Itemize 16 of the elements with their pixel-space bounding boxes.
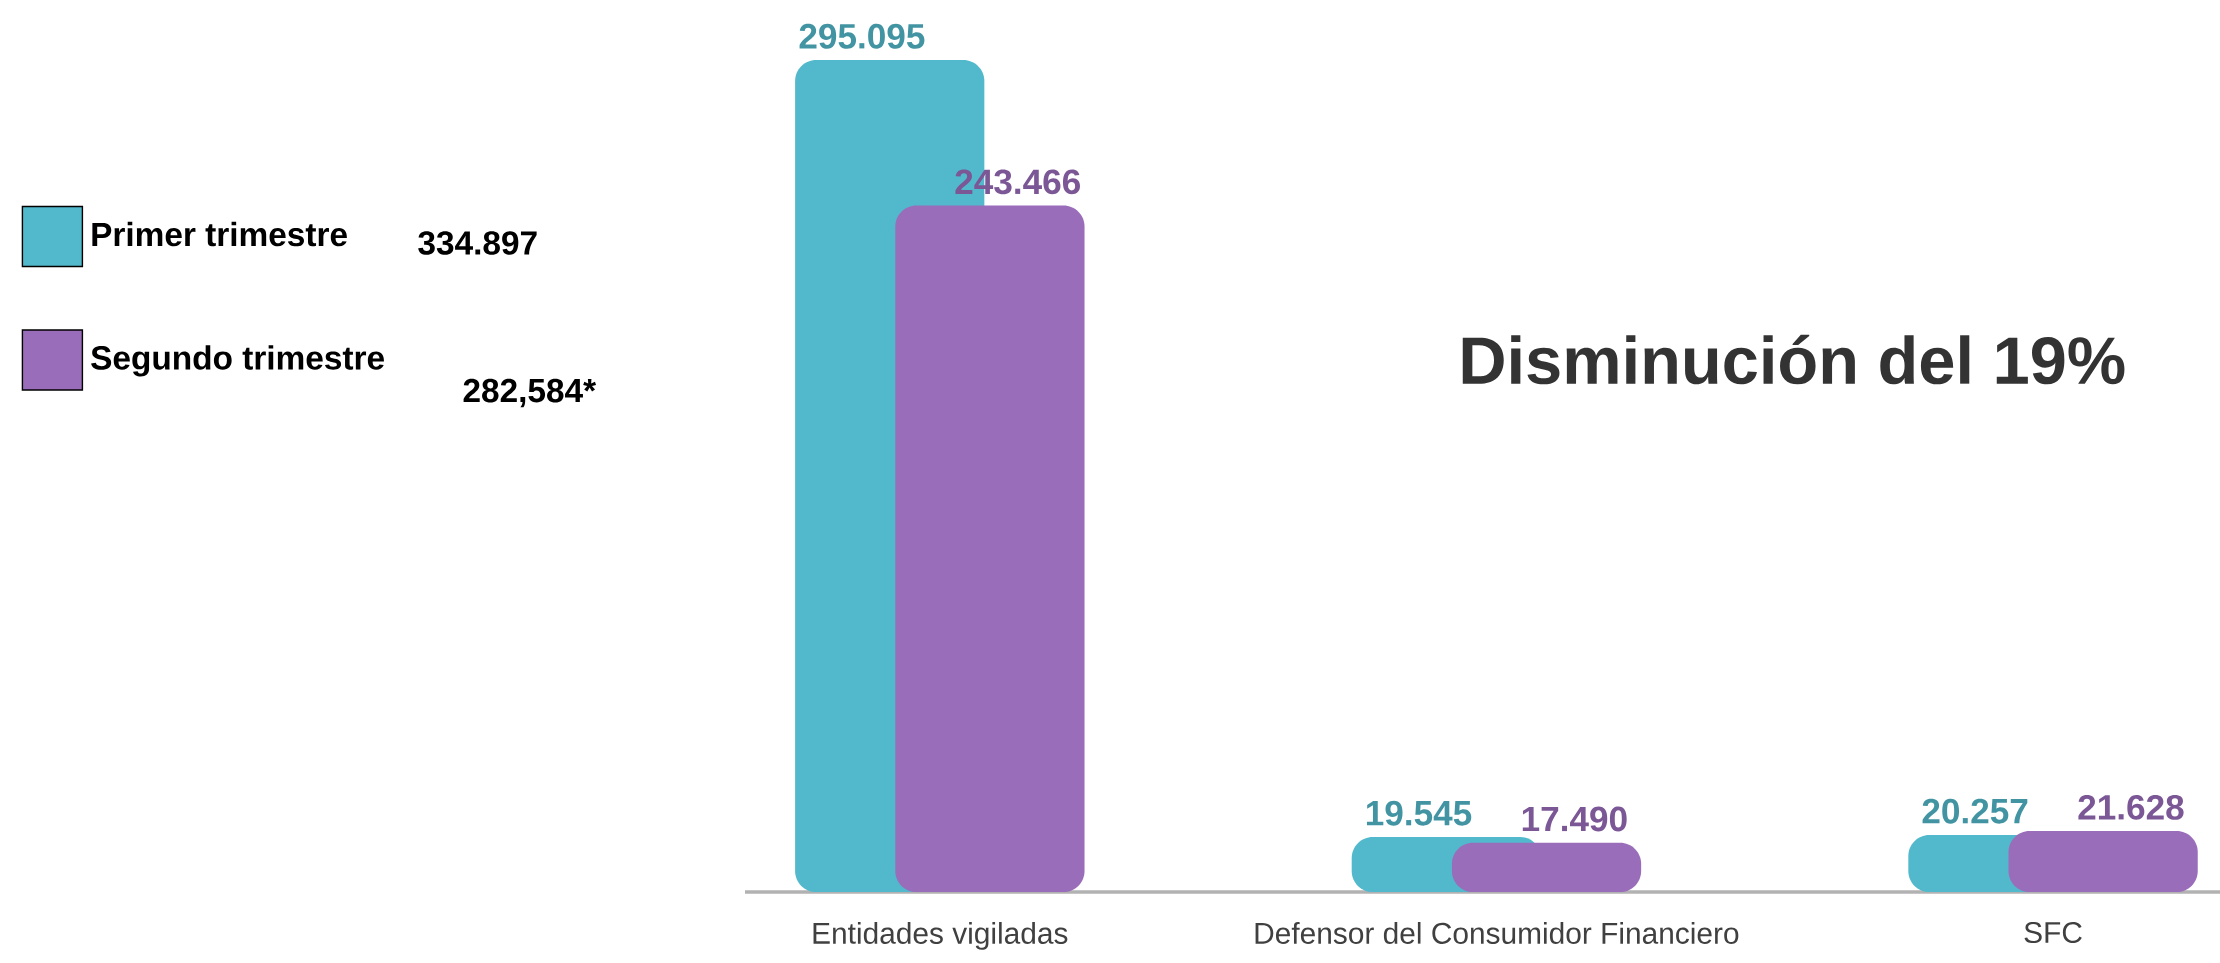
data-label: 21.628 — [2078, 794, 2184, 820]
data-label: 17.490 — [1522, 806, 1627, 832]
bar — [1451, 842, 1642, 892]
data-label: 19.545 — [1366, 800, 1472, 826]
legend-label: Segundo trimestre — [91, 345, 384, 377]
legend-label: Primer trimestre — [92, 221, 347, 247]
annotation: Disminución del 19% — [1462, 334, 2125, 385]
bar — [2008, 831, 2198, 892]
text: 334.897 — [418, 231, 537, 255]
data-label: 20.257 — [1922, 798, 2028, 824]
x-tick-label: Entidades vigiladas — [813, 921, 1068, 950]
bar — [895, 205, 1085, 892]
data-label: 295.095 — [799, 23, 925, 49]
x-tick-label: SFC — [2024, 922, 2082, 944]
x-tick-label: Defensor del Consumidor Financiero — [1255, 921, 1739, 944]
text: 282,584* — [463, 378, 597, 408]
